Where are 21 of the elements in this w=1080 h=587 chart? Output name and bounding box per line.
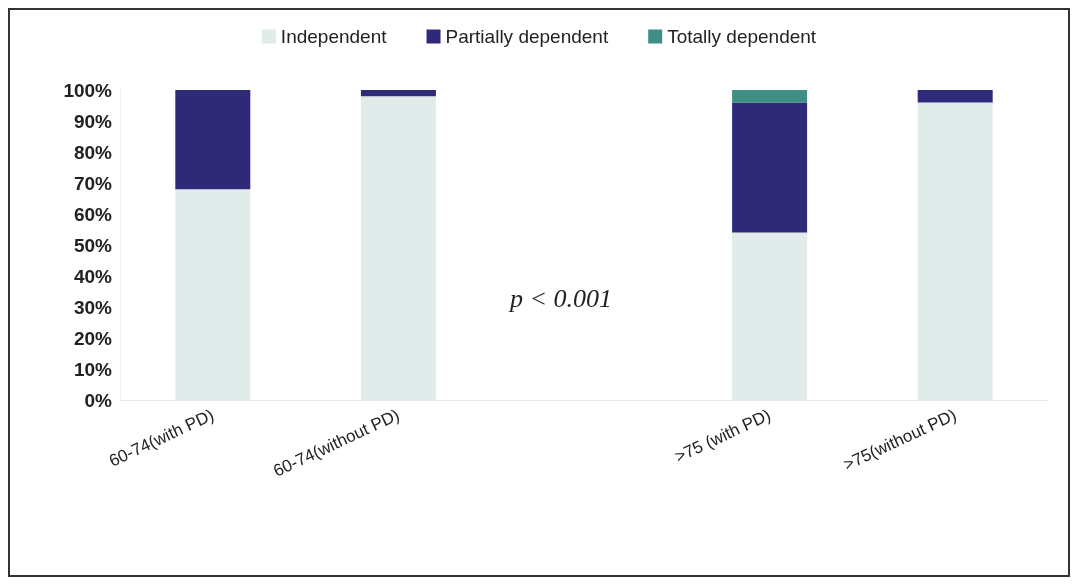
y-tick-label: 0%	[84, 389, 113, 411]
y-tick-label: 90%	[73, 110, 113, 132]
y-tick-label: 80%	[73, 141, 113, 163]
bar	[917, 90, 993, 103]
y-tick-label: 40%	[73, 265, 113, 287]
y-tick-label: 70%	[73, 172, 113, 194]
bar	[175, 90, 251, 190]
y-tick-label: 10%	[73, 358, 113, 380]
legend-label: Partially dependent	[445, 26, 609, 47]
legend-label: Totally dependent	[667, 26, 817, 47]
y-tick-label: 50%	[73, 234, 113, 256]
bar	[732, 90, 808, 103]
y-tick-label: 60%	[73, 203, 113, 225]
y-tick-label: 100%	[63, 79, 113, 101]
y-tick-label: 30%	[73, 296, 113, 318]
bar	[360, 90, 436, 97]
annotation: p < 0.001	[508, 283, 613, 313]
legend-label: Independent	[280, 26, 388, 47]
y-tick-label: 20%	[73, 327, 113, 349]
x-tick-label: >75 (with PD)	[671, 405, 774, 467]
bar	[732, 102, 808, 233]
